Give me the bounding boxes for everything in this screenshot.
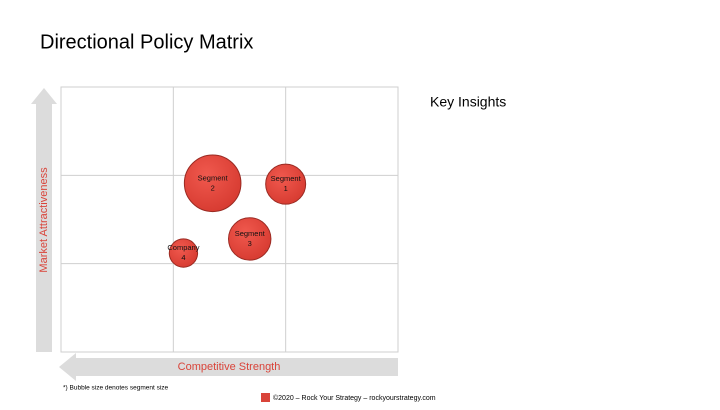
footer: ©2020 – Rock Your Strategy – rockyourstr… [273, 394, 436, 402]
bubble [228, 217, 272, 261]
bubble-label: Segment [235, 229, 266, 238]
y-axis-label: Market Attractiveness [38, 167, 50, 273]
footnote: *) Bubble size denotes segment size [63, 385, 169, 392]
bubble [183, 154, 242, 213]
bubble-label: Segment [271, 174, 302, 183]
logo [261, 393, 270, 402]
bubble [168, 238, 199, 268]
title: Directional Policy Matrix [40, 31, 253, 53]
x-axis-label: Competitive Strength [178, 361, 281, 373]
bubble-label: 4 [181, 253, 185, 262]
bubble-label: 1 [284, 184, 288, 193]
y-arrow [31, 88, 57, 352]
plot-frame [60, 86, 399, 353]
x-arrow [59, 353, 398, 381]
bubble-label: 2 [211, 183, 215, 192]
bubble [265, 163, 307, 205]
bubble-label: Company [167, 243, 199, 252]
bubble-label: 3 [248, 239, 252, 248]
bubble-label: Segment [198, 173, 229, 182]
side-heading: Key Insights [430, 94, 506, 110]
